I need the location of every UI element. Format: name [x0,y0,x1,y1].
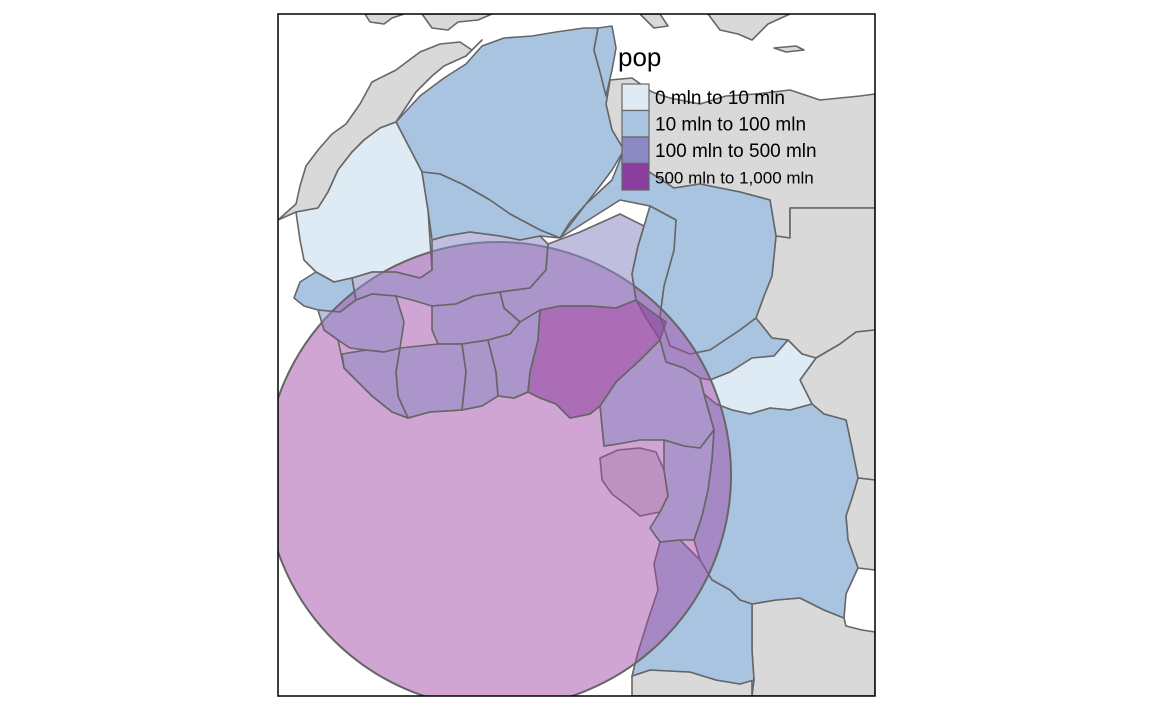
land-balkans [707,14,791,41]
legend-label: 10 mln to 100 mln [655,115,806,136]
land-island [773,45,805,53]
legend-swatch [621,83,650,112]
land-italy-tip [639,14,669,29]
map-frame [277,13,876,697]
background-land [278,14,875,696]
map-frame-content [278,14,875,696]
legend-label: 0 mln to 10 mln [655,88,785,109]
legend-swatch [621,162,650,191]
legend-swatch [621,109,650,138]
land-iberia [364,14,405,25]
legend-swatch [621,136,650,165]
country-cotedivoire [395,343,467,419]
legend: pop 0 mln to 10 mln 10 mln to 100 mln 100 … [618,42,817,191]
coastline-west-africa [323,329,619,447]
legend-label: 100 mln to 500 mln [655,141,817,162]
land-europe-top [421,14,493,31]
country-congo [649,429,715,543]
legend-title: pop [618,42,661,72]
country-tunisia [593,25,617,97]
west-africa-countries [317,213,715,543]
legend-items: 0 mln to 10 mln 10 mln to 100 mln 100 mln … [621,83,817,191]
legend-label: 500 mln to 1,000 mln [655,169,814,188]
choropleth-layer [293,25,859,685]
